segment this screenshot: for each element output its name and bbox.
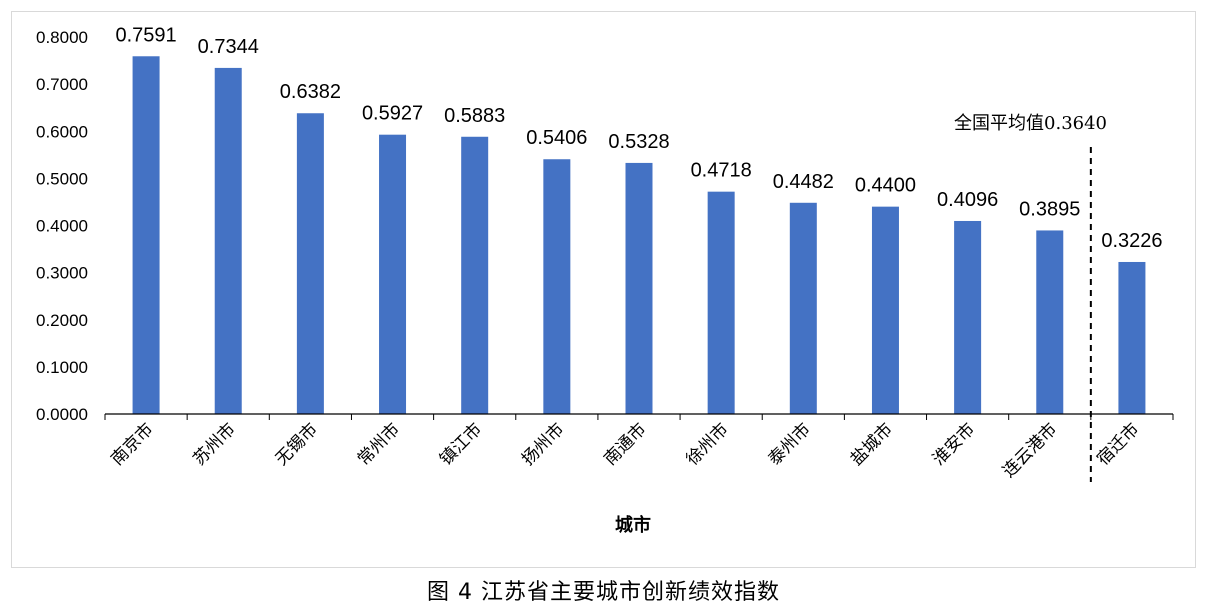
category-label: 淮安市 [929, 419, 979, 469]
y-axis-ticks: 0.0000 0.1000 0.2000 0.3000 0.4000 0.5000 0.60… [36, 28, 88, 424]
bar [214, 67, 242, 414]
y-tick-label: 0.0000 [36, 405, 88, 424]
bar-chart: 0.0000 0.1000 0.2000 0.3000 0.4000 0.5000 0.60… [36, 24, 1174, 536]
category-label: 苏州市 [190, 419, 240, 469]
data-label: 0.4400 [855, 175, 916, 197]
category-label: 连云港市 [999, 419, 1061, 481]
data-label: 0.5927 [362, 103, 423, 125]
data-label: 0.7591 [115, 24, 176, 46]
bar [789, 202, 817, 414]
data-label: 0.5883 [444, 105, 505, 127]
data-label: 0.4096 [937, 189, 998, 211]
y-tick-label: 0.5000 [36, 169, 88, 188]
y-tick-label: 0.1000 [36, 358, 88, 377]
bar [296, 113, 324, 414]
bar [625, 162, 653, 414]
bar [379, 134, 407, 414]
bar [1118, 261, 1146, 414]
data-label: 0.3226 [1101, 230, 1162, 252]
category-label: 常州市 [354, 419, 404, 469]
y-tick-label: 0.6000 [36, 122, 88, 141]
data-label: 0.5406 [526, 127, 587, 149]
category-label: 扬州市 [518, 419, 568, 469]
bar [543, 159, 571, 414]
y-tick-label: 0.4000 [36, 217, 88, 236]
bar [132, 56, 160, 415]
data-label: 0.4482 [773, 171, 834, 193]
bar [954, 220, 982, 414]
category-label: 镇江市 [436, 419, 486, 469]
bar [461, 136, 489, 415]
category-label: 泰州市 [765, 419, 815, 469]
data-label: 0.7344 [198, 36, 259, 58]
bar [1036, 230, 1064, 414]
category-label: 盐城市 [847, 419, 897, 469]
bar [871, 206, 899, 414]
x-axis-tick-marks [104, 414, 1174, 420]
category-label: 宿迁市 [1093, 419, 1143, 469]
category-label: 南京市 [107, 419, 157, 469]
category-labels: 南京市 苏州市 无锡市 常州市 镇江市 扬州市 南通市 徐州市 泰州市 盐城市 淮安市 连云港市 宿迁市 [107, 419, 1143, 481]
data-label: 0.3895 [1019, 198, 1080, 220]
y-tick-label: 0.7000 [36, 75, 88, 94]
bars [132, 56, 1146, 415]
chart-frame: 0.0000 0.1000 0.2000 0.3000 0.4000 0.5000 0.60… [11, 11, 1196, 568]
data-label: 0.5328 [608, 131, 669, 153]
x-axis-title: 城市 [615, 514, 651, 536]
data-label: 0.4718 [691, 160, 752, 182]
value-labels: 0.7591 0.7344 0.6382 0.5927 0.5883 0.5406 0.53… [115, 24, 1162, 252]
y-tick-label: 0.2000 [36, 311, 88, 330]
figure-caption: 图 4 江苏省主要城市创新绩效指数 [427, 580, 780, 605]
data-label: 0.6382 [280, 81, 341, 103]
category-label: 无锡市 [272, 419, 322, 469]
national-average-label: 全国平均值0.3640 [954, 113, 1107, 134]
category-label: 南通市 [600, 419, 650, 469]
y-tick-label: 0.8000 [36, 28, 88, 47]
y-tick-label: 0.3000 [36, 264, 88, 283]
category-label: 徐州市 [682, 419, 732, 469]
bar [707, 191, 735, 414]
